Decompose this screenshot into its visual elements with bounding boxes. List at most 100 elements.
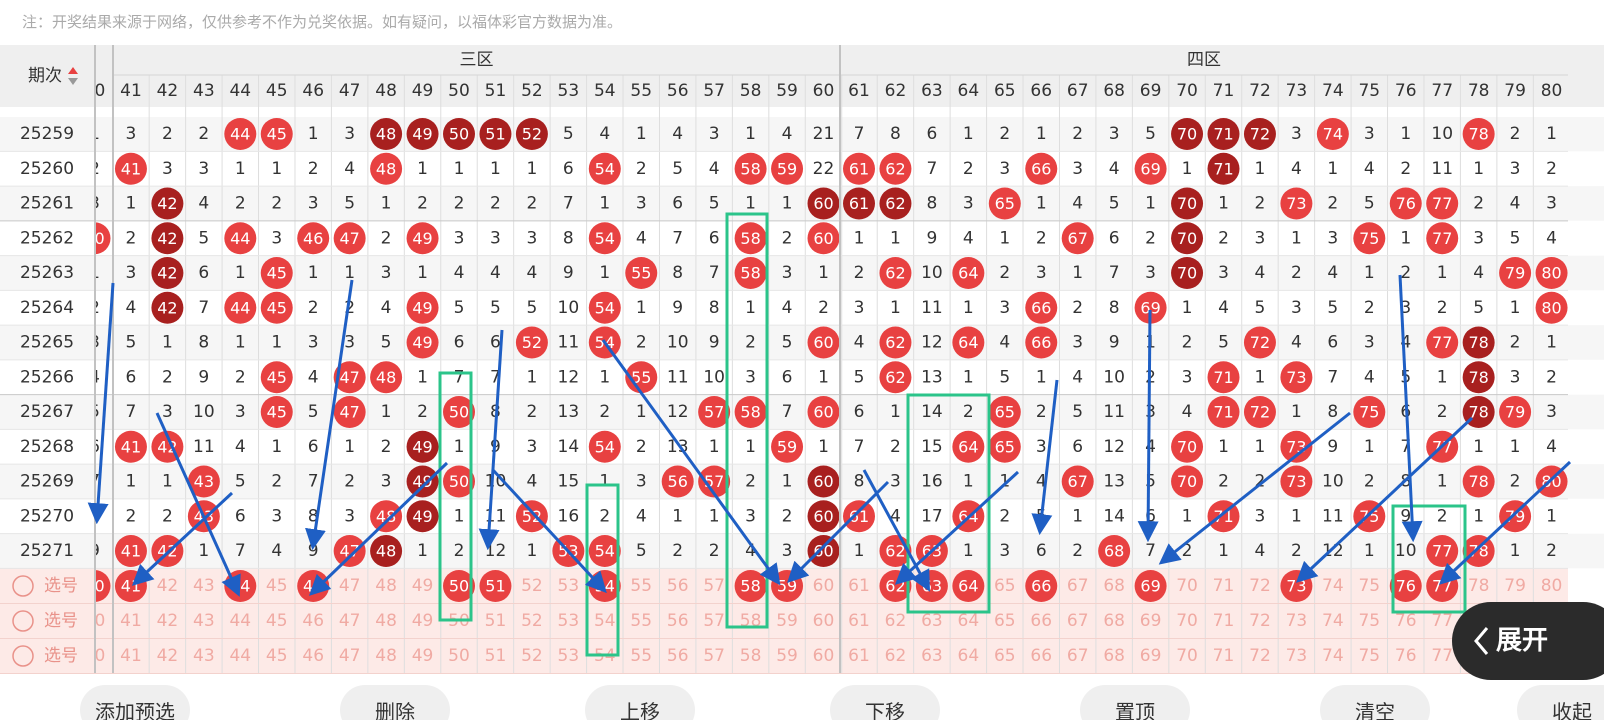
column-number: 64 (958, 81, 980, 101)
hit-number: 62 (885, 159, 905, 178)
miss-count: 1 (162, 333, 173, 353)
hit-ball (443, 465, 475, 498)
action-button[interactable]: 收起 (1517, 685, 1604, 720)
miss-count: 3 (963, 194, 974, 214)
button-label[interactable]: 上移 (620, 700, 660, 720)
miss-count: 1 (709, 506, 720, 526)
hit-ball (1207, 396, 1240, 428)
button-label[interactable]: 添加预选 (95, 700, 175, 720)
radio[interactable] (12, 575, 34, 597)
row-bg (0, 325, 1604, 360)
miss-count: 1 (417, 263, 428, 283)
action-button[interactable]: 置顶 (1080, 685, 1190, 720)
select-option[interactable]: 选号 (12, 610, 78, 632)
miss-count: 9 (1109, 333, 1120, 353)
miss-count: 3 (1510, 159, 1521, 179)
option-number: 52 (521, 646, 543, 666)
action-button[interactable]: 下移 (830, 685, 940, 720)
arrow (1295, 416, 1474, 583)
miss-count: 2 (1364, 298, 1375, 318)
miss-count: 1 (1364, 541, 1375, 561)
hit-number: 75 (1359, 507, 1379, 526)
select-option[interactable]: 选号 (12, 645, 78, 667)
select-label[interactable]: 选号 (44, 611, 78, 631)
column-number: 52 (521, 81, 543, 101)
sort-up (68, 67, 78, 74)
miss-count: 4 (381, 298, 392, 318)
miss-count: 1 (198, 541, 209, 561)
hit-ball (879, 152, 912, 185)
miss-count: 5 (1145, 124, 1156, 144)
hit-ball (1280, 465, 1313, 498)
miss-count: 1 (1291, 228, 1302, 248)
hit-ball (588, 291, 621, 324)
hit-ball (370, 535, 403, 567)
miss-count: 3 (235, 402, 246, 422)
button-label[interactable]: 收起 (1552, 700, 1592, 720)
button-label[interactable]: 置顶 (1115, 700, 1155, 720)
action-button[interactable]: 清空 (1320, 685, 1430, 720)
hit-number: 44 (230, 125, 250, 144)
select-option[interactable]: 选号 (12, 575, 78, 597)
miss-count: 2 (636, 333, 647, 353)
expand-label[interactable]: 展开 (1496, 626, 1548, 656)
hit-number: 72 (1250, 333, 1270, 352)
miss-count: 2 (162, 124, 173, 144)
option-number: 49 (412, 576, 434, 596)
period: 25260 (20, 159, 74, 179)
miss-count: 7 (308, 472, 319, 492)
hit-number: 60 (813, 507, 833, 526)
button-bg[interactable] (340, 685, 450, 720)
miss-count: 2 (1036, 402, 1047, 422)
action-button[interactable]: 删除 (340, 685, 450, 720)
period: 25269 (20, 472, 74, 492)
hit-ball (1535, 257, 1568, 289)
miss-count: 4 (490, 263, 501, 283)
expand-pill[interactable] (1452, 602, 1604, 680)
option-number: 56 (667, 576, 689, 596)
miss-count: 3 (782, 541, 793, 561)
hit-ball (260, 118, 293, 150)
miss-count: 4 (1364, 367, 1375, 387)
miss-count: 3 (526, 437, 537, 457)
button-bg[interactable] (80, 685, 190, 720)
column-number: 43 (193, 81, 215, 101)
hit-number: 44 (230, 298, 250, 317)
hit-number: 47 (339, 403, 359, 422)
radio[interactable] (12, 610, 34, 632)
miss-count: 1 (1473, 506, 1484, 526)
option-number: 63 (921, 611, 943, 631)
select-label[interactable]: 选号 (44, 646, 78, 666)
button-bg[interactable] (1320, 685, 1430, 720)
expand-button[interactable]: 展开 (1452, 602, 1604, 680)
miss-count: 3 (344, 506, 355, 526)
hit-ball (1207, 152, 1240, 185)
button-label[interactable]: 清空 (1355, 700, 1395, 720)
hit-ball (443, 118, 475, 150)
button-label[interactable]: 下移 (865, 700, 905, 720)
option-number: 56 (667, 611, 689, 631)
button-bg[interactable] (585, 685, 695, 720)
hit-number: 65 (995, 403, 1015, 422)
button-bg[interactable] (830, 685, 940, 720)
miss-count: 8 (1327, 402, 1338, 422)
button-bg[interactable] (1517, 685, 1604, 720)
hit-ball (1462, 465, 1495, 498)
arrow (155, 412, 241, 597)
option-number: 68 (1103, 576, 1125, 596)
select-label[interactable]: 选号 (44, 576, 78, 596)
miss-count: 2 (89, 159, 100, 179)
hit-ball (1171, 222, 1204, 255)
miss-count: 1 (1291, 506, 1302, 526)
button-label[interactable]: 删除 (375, 700, 415, 720)
hit-ball (515, 326, 548, 359)
hit-ball (1025, 152, 1058, 185)
button-bg[interactable] (1080, 685, 1190, 720)
hit-number: 75 (1359, 403, 1379, 422)
action-button[interactable]: 上移 (585, 685, 695, 720)
action-button[interactable]: 添加预选 (80, 685, 190, 720)
hit-ball (588, 430, 621, 463)
hit-ball (661, 465, 694, 498)
radio[interactable] (12, 645, 34, 667)
option-number: 45 (266, 576, 288, 596)
